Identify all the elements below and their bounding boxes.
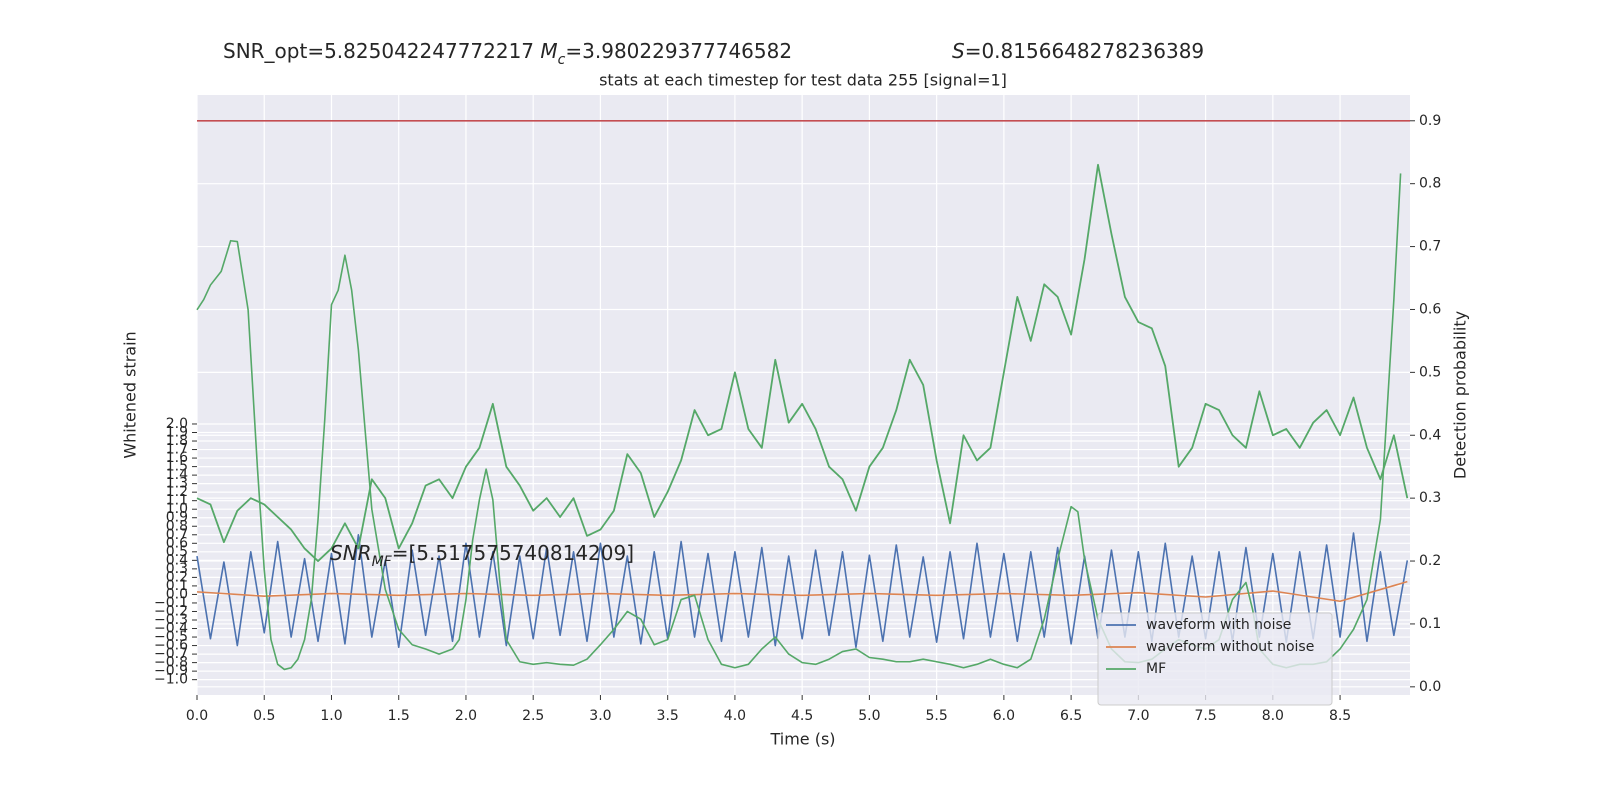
y-tick-label: −0.1 bbox=[154, 595, 188, 611]
y-tick-label: −0.5 bbox=[154, 629, 188, 645]
title-mc-symbol: M bbox=[540, 39, 557, 63]
x-tick-label: 7.5 bbox=[1194, 708, 1216, 724]
x-axis-label: Time (s) bbox=[769, 730, 835, 749]
y-tick-label: 2.0 bbox=[166, 416, 188, 432]
x-tick-label: 1.0 bbox=[320, 708, 342, 724]
title-snr-opt: SNR_opt=5.825042247772217 bbox=[223, 39, 534, 63]
title-mc-value: =3.980229377746582 bbox=[565, 39, 792, 63]
y-tick-label: 1.7 bbox=[166, 442, 188, 458]
y2-tick-label: 0.1 bbox=[1419, 616, 1441, 632]
y-tick-label: 1.2 bbox=[166, 484, 188, 500]
x-tick-label: 4.5 bbox=[791, 708, 813, 724]
series-line bbox=[196, 580, 1408, 603]
plot-background bbox=[197, 95, 1410, 695]
legend-label: waveform without noise bbox=[1146, 639, 1314, 655]
legend-box bbox=[1097, 612, 1333, 706]
x-tick-label: 5.5 bbox=[926, 708, 948, 724]
legend-label: MF bbox=[1146, 661, 1166, 677]
y2-tick-label: 0.5 bbox=[1419, 364, 1441, 380]
y-tick-label: 0.0 bbox=[166, 586, 188, 602]
y-tick-label: −0.4 bbox=[154, 621, 188, 637]
x-tick-label: 4.0 bbox=[724, 708, 746, 724]
y-tick-label: 1.9 bbox=[166, 425, 188, 441]
y-tick-label: −0.3 bbox=[154, 612, 188, 628]
y-tick-label: 1.0 bbox=[166, 501, 188, 517]
y2-tick-label: 0.9 bbox=[1419, 113, 1441, 129]
subtitle: stats at each timestep for test data 255… bbox=[599, 71, 1007, 90]
x-tick-label: 8.0 bbox=[1262, 708, 1284, 724]
x-tick-label: 5.0 bbox=[858, 708, 880, 724]
y-tick-label: −0.8 bbox=[154, 655, 188, 671]
y-tick-label: 0.8 bbox=[166, 518, 188, 534]
x-tick-label: 2.5 bbox=[522, 708, 544, 724]
y2-tick-label: 0.8 bbox=[1419, 176, 1441, 192]
y-tick-label: 1.4 bbox=[166, 467, 188, 483]
title-mc-sub: c bbox=[558, 52, 566, 68]
x-tick-label: 6.0 bbox=[993, 708, 1015, 724]
y2-tick-label: 0.7 bbox=[1419, 239, 1441, 255]
legend-label: waveform with noise bbox=[1146, 617, 1291, 633]
chart-title: SNR_opt=5.825042247772217 Mc=3.980229377… bbox=[223, 39, 792, 69]
x-tick-label: 1.5 bbox=[388, 708, 410, 724]
x-tick-label: 3.0 bbox=[589, 708, 611, 724]
y2-tick-label: 0.0 bbox=[1419, 679, 1441, 695]
y2-tick-label: 0.3 bbox=[1419, 490, 1441, 506]
y-tick-label: −0.2 bbox=[154, 603, 188, 619]
y2-tick-label: 0.2 bbox=[1419, 553, 1441, 569]
y-tick-label: −0.7 bbox=[154, 646, 188, 662]
x-tick-label: 2.0 bbox=[455, 708, 477, 724]
y-tick-label: 0.7 bbox=[166, 527, 188, 543]
y-tick-label: 0.6 bbox=[166, 535, 188, 551]
annotation-mf: MF bbox=[372, 554, 393, 570]
y-tick-label: 0.5 bbox=[166, 544, 188, 560]
x-tick-label: 7.0 bbox=[1127, 708, 1149, 724]
y-tick-label: −0.6 bbox=[154, 638, 188, 654]
x-tick-label: 6.5 bbox=[1060, 708, 1082, 724]
y-tick-label: 1.3 bbox=[166, 476, 188, 492]
x-tick-label: 3.5 bbox=[657, 708, 679, 724]
y-tick-label: 0.1 bbox=[166, 578, 188, 594]
title-s-symbol: S bbox=[952, 39, 965, 63]
y-tick-label: 0.3 bbox=[166, 561, 188, 577]
y-tick-label: 0.9 bbox=[166, 510, 188, 526]
x-tick-label: 0.0 bbox=[186, 708, 208, 724]
y2-tick-label: 0.6 bbox=[1419, 301, 1441, 317]
chart-title-s: S=0.8156648278236389 bbox=[952, 39, 1204, 63]
y-tick-label: 1.1 bbox=[166, 493, 188, 509]
y-tick-label: 0.2 bbox=[166, 569, 188, 585]
title-s-value: =0.8156648278236389 bbox=[965, 39, 1204, 63]
y2-axis-label: Detection probability bbox=[1451, 311, 1470, 479]
x-tick-label: 0.5 bbox=[253, 708, 275, 724]
series-line bbox=[196, 163, 1409, 562]
y-axis-label: Whitened strain bbox=[121, 331, 140, 458]
x-tick-label: 8.5 bbox=[1329, 708, 1351, 724]
annotation-snr: SNR bbox=[330, 541, 372, 565]
y-tick-label: −0.9 bbox=[154, 663, 188, 679]
y-tick-label: −1.0 bbox=[154, 672, 188, 688]
y-tick-label: 1.5 bbox=[166, 459, 188, 475]
annotation-value: =[5.517575740814209] bbox=[392, 541, 634, 565]
y-tick-label: 1.6 bbox=[166, 450, 188, 466]
y2-tick-label: 0.4 bbox=[1419, 427, 1441, 443]
legend: waveform with noise waveform without nois… bbox=[1097, 612, 1333, 706]
annotation: SNRMF=[5.517575740814209] bbox=[330, 541, 634, 571]
y-tick-label: 0.4 bbox=[166, 552, 188, 568]
y-tick-label: 1.8 bbox=[166, 433, 188, 449]
